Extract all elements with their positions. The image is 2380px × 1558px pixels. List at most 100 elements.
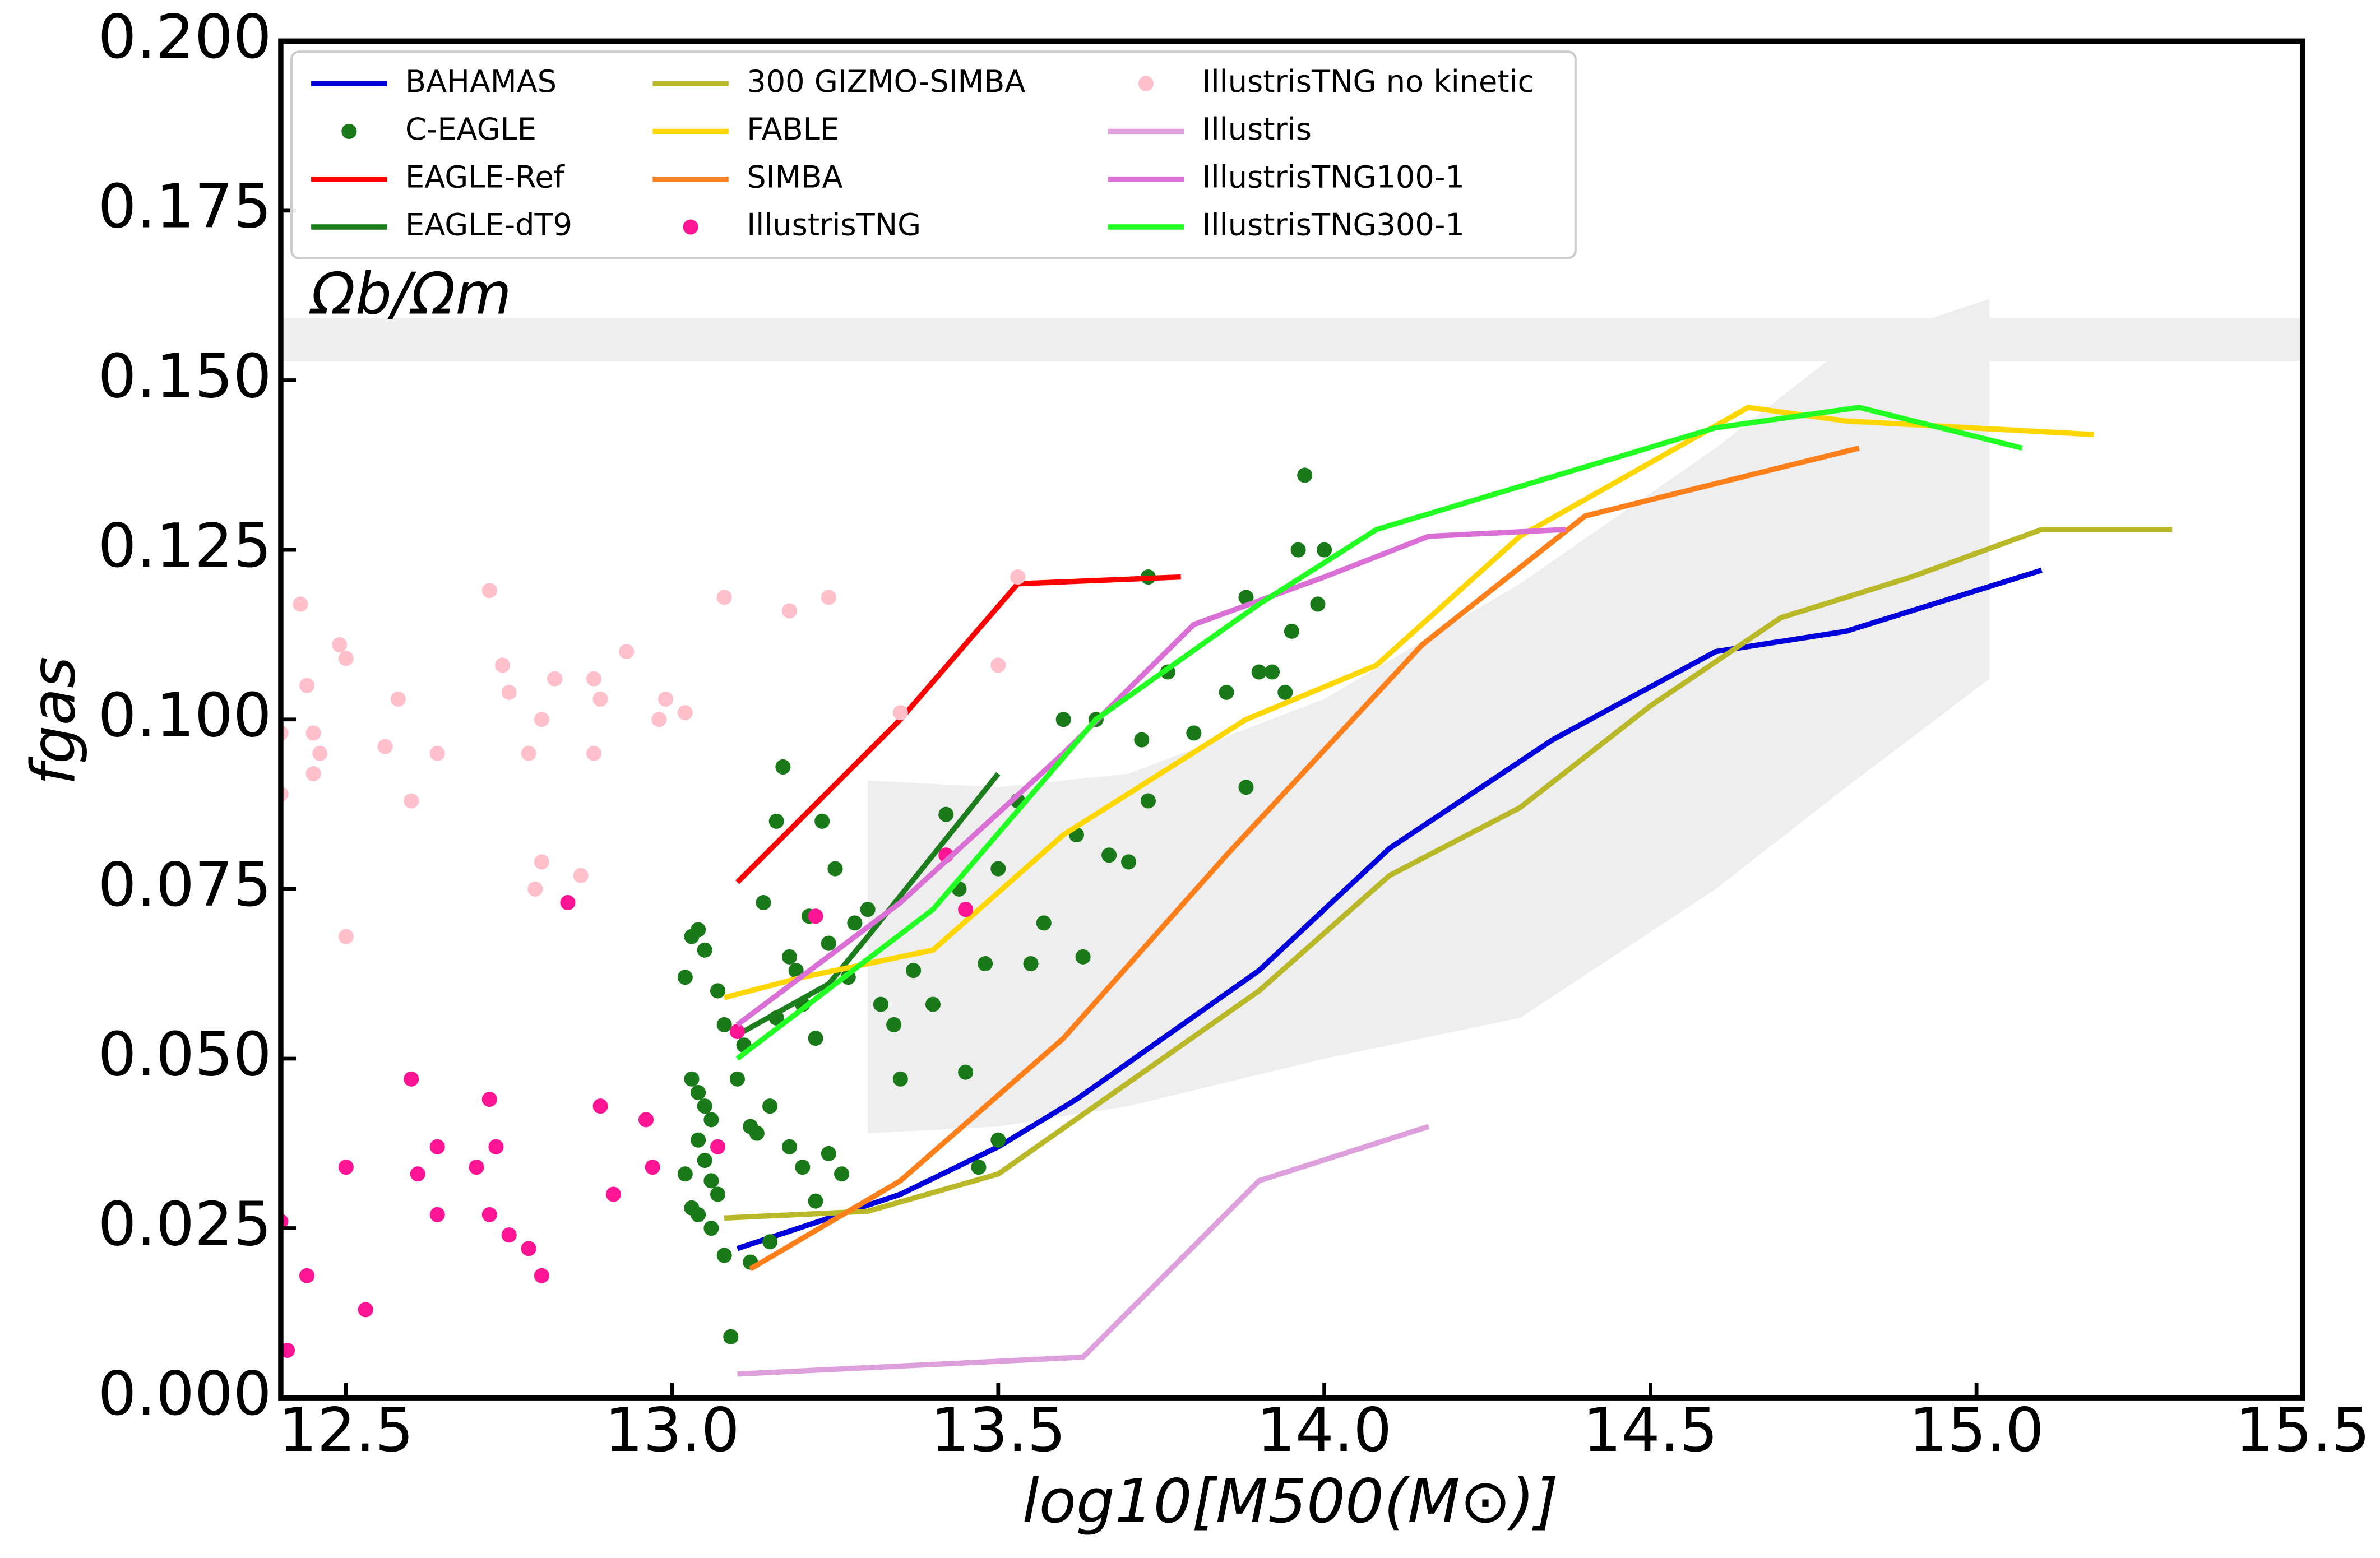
- legend-label: FABLE: [747, 112, 839, 147]
- data-point: [677, 705, 693, 721]
- data-point: [781, 949, 798, 965]
- data-point: [821, 1146, 836, 1161]
- data-point: [299, 1268, 315, 1283]
- data-point: [638, 1112, 654, 1128]
- data-point: [703, 1221, 719, 1236]
- data-point: [573, 868, 589, 883]
- y-tick-label: 0.075: [98, 849, 272, 920]
- series-line: [735, 574, 1181, 884]
- data-point: [1297, 467, 1313, 483]
- data-point: [592, 1098, 608, 1114]
- data-point: [978, 956, 993, 972]
- data-point: [723, 1329, 739, 1344]
- data-point: [651, 712, 667, 727]
- data-point: [429, 745, 445, 761]
- x-tick-label: 15.0: [1909, 1394, 2044, 1466]
- series-line: [724, 527, 2173, 1221]
- data-point: [749, 1125, 765, 1141]
- data-point: [684, 1071, 700, 1087]
- series-line: [737, 1124, 1430, 1377]
- data-point: [938, 806, 954, 822]
- y-tick-label: 0.175: [98, 171, 272, 242]
- data-point: [305, 766, 321, 782]
- y-tick-label: 0.200: [98, 1, 272, 72]
- data-point: [775, 759, 791, 775]
- plot-area: [280, 299, 2303, 1377]
- legend-swatch: [341, 123, 357, 139]
- omega-label: Ωb/Ωm: [309, 260, 511, 327]
- data-point: [762, 1098, 778, 1114]
- data-point: [534, 854, 549, 870]
- data-point: [716, 590, 732, 605]
- x-tick-label: 15.5: [2235, 1394, 2370, 1466]
- legend-box: [290, 50, 1577, 259]
- data-point: [645, 1160, 660, 1175]
- data-point: [560, 895, 576, 911]
- legend-swatch: [683, 219, 698, 235]
- data-point: [906, 963, 922, 979]
- data-point: [814, 813, 830, 829]
- omega-band: [280, 318, 2303, 361]
- data-point: [716, 1017, 732, 1032]
- data-point: [527, 881, 543, 897]
- data-point: [501, 1227, 517, 1243]
- x-tick-label: 13.5: [930, 1394, 1066, 1466]
- data-point: [481, 1207, 497, 1222]
- shaded-region: [868, 299, 1990, 1134]
- data-point: [892, 705, 908, 721]
- data-point: [781, 603, 798, 619]
- data-point: [958, 1064, 974, 1080]
- data-point: [338, 1160, 354, 1175]
- data-point: [1290, 542, 1306, 558]
- legend-swatch: [1138, 76, 1154, 91]
- x-axis-label: log10[M500(M⊙)]: [1022, 1466, 1558, 1537]
- data-point: [1023, 956, 1039, 972]
- data-point: [821, 935, 836, 951]
- data-point: [697, 942, 712, 958]
- data-point: [697, 1152, 712, 1168]
- data-point: [873, 996, 888, 1012]
- data-point: [488, 1139, 504, 1154]
- data-point: [377, 739, 393, 754]
- data-point: [1277, 684, 1293, 700]
- data-point: [768, 813, 784, 829]
- series-line: [735, 527, 1566, 1027]
- data-point: [781, 1139, 798, 1154]
- data-point: [521, 1241, 536, 1256]
- data-point: [1284, 623, 1299, 639]
- data-point: [1121, 854, 1137, 870]
- data-point: [312, 745, 328, 761]
- data-point: [429, 1207, 445, 1222]
- data-point: [691, 1207, 706, 1222]
- data-point: [990, 861, 1006, 877]
- data-point: [1036, 915, 1052, 931]
- data-point: [860, 902, 876, 917]
- legend-label: Illustris: [1202, 112, 1312, 147]
- data-point: [697, 1098, 712, 1114]
- y-tick-label: 0.125: [98, 510, 272, 581]
- data-point: [332, 637, 348, 653]
- data-point: [293, 596, 308, 612]
- x-tick-label: 14.0: [1257, 1394, 1392, 1466]
- legend-label: IllustrisTNG100-1: [1202, 159, 1465, 194]
- series-line: [736, 567, 2043, 1251]
- data-point: [795, 1160, 811, 1175]
- data-point: [1186, 725, 1202, 741]
- data-point: [534, 1268, 549, 1283]
- data-point: [657, 691, 673, 707]
- y-tick-label: 0.150: [98, 340, 272, 411]
- data-point: [710, 1186, 726, 1202]
- y-tick-label: 0.100: [98, 680, 272, 751]
- data-point: [971, 1160, 987, 1175]
- data-point: [990, 657, 1006, 673]
- data-point: [404, 1071, 419, 1087]
- data-point: [1055, 712, 1071, 727]
- data-point: [1140, 793, 1156, 809]
- data-point: [358, 1302, 373, 1318]
- data-point: [808, 1193, 823, 1209]
- legend-label: IllustrisTNG: [747, 207, 921, 243]
- data-point: [534, 712, 549, 727]
- data-point: [1238, 590, 1254, 605]
- legend-label: BAHAMAS: [405, 64, 557, 99]
